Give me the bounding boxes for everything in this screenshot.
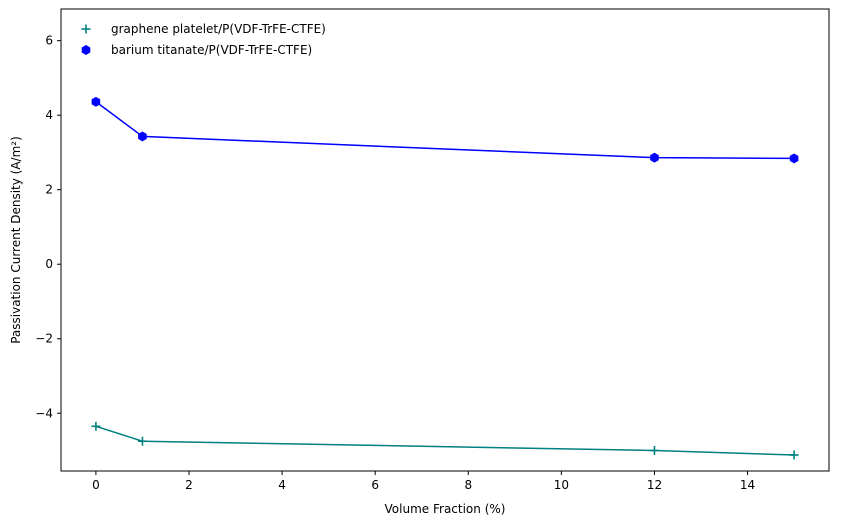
y-tick-label: 0 [45, 257, 53, 271]
plot-area [91, 96, 799, 460]
data-point [650, 152, 659, 163]
series-2 [91, 96, 799, 164]
series-line [95, 101, 795, 160]
y-tick-label: 2 [45, 183, 53, 197]
data-point [137, 436, 147, 446]
y-axis: −4 −2 0 2 4 6 [35, 34, 61, 420]
plot-frame [60, 8, 830, 472]
x-tick-label: 0 [92, 478, 100, 492]
x-axis: 0 2 4 6 8 10 12 14 [92, 471, 755, 492]
x-tick-label: 4 [278, 478, 286, 492]
legend: graphene platelet/P(VDF-TrFE-CTFE) barium… [81, 22, 326, 57]
y-tick-label: 4 [45, 108, 53, 122]
y-tick-label: −4 [35, 406, 53, 420]
data-point [789, 153, 799, 164]
x-tick-label: 2 [185, 478, 193, 492]
legend-marker [81, 45, 91, 55]
data-point [138, 131, 147, 142]
legend-label: barium titanate/P(VDF-TrFE-CTFE) [111, 43, 312, 57]
y-axis-title: Passivation Current Density (A/m²) [9, 136, 23, 344]
x-tick-label: 10 [554, 478, 569, 492]
legend-label: graphene platelet/P(VDF-TrFE-CTFE) [111, 22, 326, 36]
x-axis-title: Volume Fraction (%) [385, 502, 506, 516]
y-tick-label: 6 [45, 34, 53, 48]
x-tick-label: 14 [740, 478, 755, 492]
data-point [91, 96, 101, 107]
legend-marker [81, 24, 91, 34]
x-tick-label: 12 [647, 478, 662, 492]
data-point [91, 421, 101, 431]
series-1 [91, 421, 799, 460]
series-line [95, 425, 795, 456]
data-point [789, 450, 799, 460]
x-tick-label: 6 [371, 478, 379, 492]
y-tick-label: −2 [35, 332, 53, 346]
x-tick-label: 8 [464, 478, 472, 492]
data-point [649, 446, 659, 456]
